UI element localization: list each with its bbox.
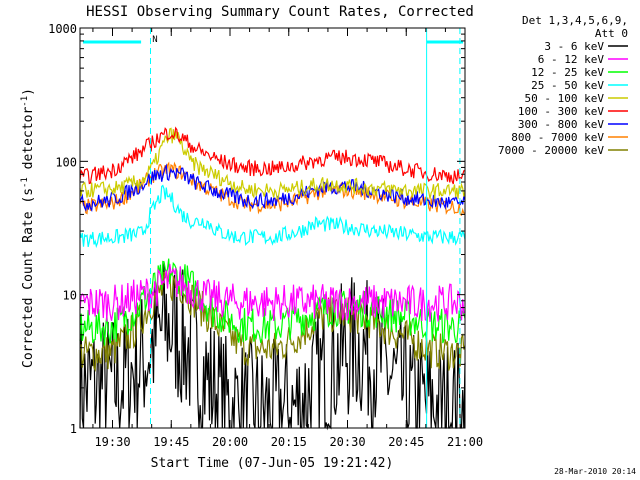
footer-date: 28-Mar-2010 20:14 bbox=[554, 467, 636, 476]
x-tick-label: 20:15 bbox=[271, 435, 307, 449]
legend-label: 800 - 7000 keV bbox=[511, 131, 604, 144]
x-axis: 19:30 19:45 20:00 20:15 20:30 20:45 21:00 bbox=[92, 28, 483, 449]
chart-title: HESSI Observing Summary Count Rates, Cor… bbox=[86, 4, 474, 20]
series-line-800to7000keV bbox=[79, 161, 466, 217]
x-tick-label: 20:00 bbox=[212, 435, 248, 449]
y-axis-label-sup-2: -1 bbox=[20, 96, 30, 107]
y-axis-label: Corrected Count Rate (s-1 detector-1) bbox=[20, 88, 36, 368]
x-tick-label: 20:45 bbox=[388, 435, 424, 449]
y-tick-label: 1000 bbox=[48, 22, 77, 36]
x-tick-label: 19:45 bbox=[153, 435, 189, 449]
y-axis-label-mid: detector bbox=[21, 107, 36, 178]
y-axis: 1 10 100 1000 bbox=[48, 22, 465, 436]
vertical-markers bbox=[83, 28, 463, 428]
series-line-12to25keV bbox=[79, 258, 466, 346]
legend-label: 12 - 25 keV bbox=[531, 66, 604, 79]
legend-label: 25 - 50 keV bbox=[531, 79, 604, 92]
legend-label: 7000 - 20000 keV bbox=[498, 144, 604, 157]
x-tick-label: 19:30 bbox=[94, 435, 130, 449]
x-tick-label: 20:30 bbox=[329, 435, 365, 449]
y-axis-label-end: ) bbox=[21, 88, 36, 96]
legend-label: 300 - 800 keV bbox=[518, 118, 604, 131]
plot-frame bbox=[79, 27, 466, 429]
night-flag-label: N bbox=[152, 35, 157, 45]
plot-area: N bbox=[79, 27, 466, 431]
series-line-7000to20000keV bbox=[79, 270, 466, 372]
series-line-6to12keV bbox=[79, 263, 466, 322]
legend-label: 100 - 300 keV bbox=[518, 105, 604, 118]
series-lines bbox=[79, 126, 466, 431]
legend-header-line-1: Det 1,3,4,5,6,9, bbox=[522, 14, 628, 27]
legend-label: 3 - 6 keV bbox=[544, 40, 604, 53]
series-line-300to800keV bbox=[79, 163, 466, 213]
series-line-25to50keV bbox=[79, 184, 466, 249]
x-tick-label: 21:00 bbox=[447, 435, 483, 449]
y-tick-label: 10 bbox=[63, 289, 77, 303]
y-tick-label: 100 bbox=[55, 155, 77, 169]
legend-header-line-2: Att 0 bbox=[595, 27, 628, 40]
series-line-100to300keV bbox=[79, 126, 466, 185]
y-axis-label-sup-1: -1 bbox=[20, 177, 30, 188]
series-line-50to100keV bbox=[79, 127, 466, 200]
legend-label: 50 - 100 keV bbox=[525, 92, 605, 105]
x-axis-label: Start Time (07-Jun-05 19:21:42) bbox=[151, 456, 394, 471]
y-tick-label: 1 bbox=[70, 422, 77, 436]
legend-label: 6 - 12 keV bbox=[538, 53, 605, 66]
y-axis-label-main: Corrected Count Rate (s bbox=[21, 188, 36, 368]
